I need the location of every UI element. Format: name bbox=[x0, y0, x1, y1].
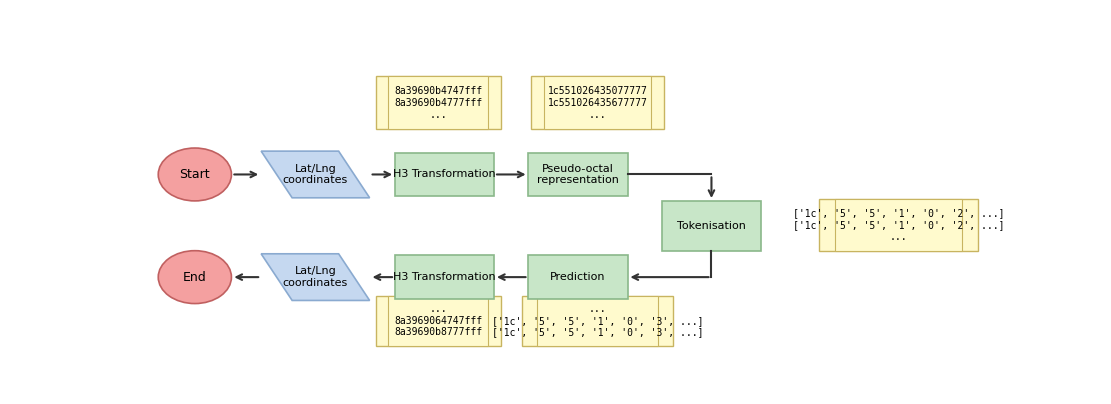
FancyBboxPatch shape bbox=[388, 76, 488, 129]
Polygon shape bbox=[261, 254, 370, 301]
Text: 8a39690b4747fff
8a39690b4777fff
...: 8a39690b4747fff 8a39690b4777fff ... bbox=[394, 86, 482, 120]
FancyBboxPatch shape bbox=[522, 296, 673, 345]
FancyBboxPatch shape bbox=[388, 296, 488, 345]
Text: Start: Start bbox=[180, 168, 210, 181]
Polygon shape bbox=[261, 151, 370, 198]
Text: Prediction: Prediction bbox=[550, 272, 605, 282]
Text: Pseudo-octal
representation: Pseudo-octal representation bbox=[537, 164, 619, 185]
Ellipse shape bbox=[158, 250, 231, 303]
FancyBboxPatch shape bbox=[376, 296, 500, 345]
Text: H3 Transformation: H3 Transformation bbox=[393, 272, 496, 282]
Text: ['1c', '5', '5', '1', '0', '2', ...]
['1c', '5', '5', '1', '0', '2', ...]
...: ['1c', '5', '5', '1', '0', '2', ...] ['1… bbox=[793, 208, 1004, 242]
Text: Tokenisation: Tokenisation bbox=[677, 221, 745, 231]
FancyBboxPatch shape bbox=[531, 76, 664, 129]
Text: End: End bbox=[183, 271, 207, 284]
FancyBboxPatch shape bbox=[544, 76, 651, 129]
Text: Lat/Lng
coordinates: Lat/Lng coordinates bbox=[283, 266, 348, 288]
FancyBboxPatch shape bbox=[396, 255, 494, 299]
Text: Lat/Lng
coordinates: Lat/Lng coordinates bbox=[283, 164, 348, 185]
FancyBboxPatch shape bbox=[662, 201, 761, 250]
FancyBboxPatch shape bbox=[396, 153, 494, 196]
Text: 1c551026435077777
1c551026435677777
...: 1c551026435077777 1c551026435677777 ... bbox=[548, 86, 648, 120]
FancyBboxPatch shape bbox=[537, 296, 658, 345]
Text: ...
8a3969064747fff
8a39690b8777fff: ... 8a3969064747fff 8a39690b8777fff bbox=[394, 304, 482, 337]
FancyBboxPatch shape bbox=[819, 199, 979, 250]
Text: ...
['1c', '5', '5', '1', '0', '3', ...]
['1c', '5', '5', '1', '0', '3', ...]: ... ['1c', '5', '5', '1', '0', '3', ...]… bbox=[492, 304, 703, 337]
Ellipse shape bbox=[158, 148, 231, 201]
FancyBboxPatch shape bbox=[529, 255, 628, 299]
FancyBboxPatch shape bbox=[376, 76, 500, 129]
Text: H3 Transformation: H3 Transformation bbox=[393, 169, 496, 179]
FancyBboxPatch shape bbox=[835, 199, 962, 250]
FancyBboxPatch shape bbox=[529, 153, 628, 196]
